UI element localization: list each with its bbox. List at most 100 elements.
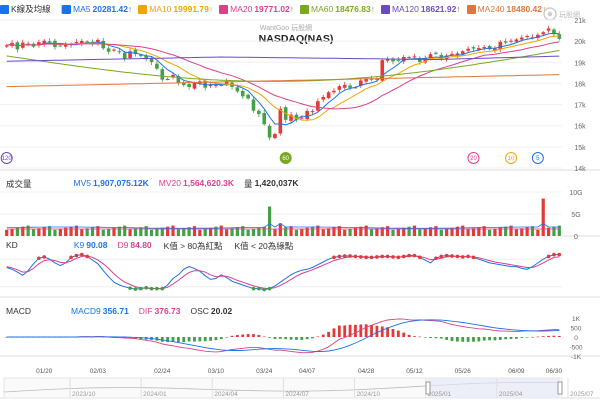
volume-bar [348,228,352,236]
candle-body [149,58,154,63]
candle-body [128,51,132,58]
legend-item-ma60[interactable]: MA60 18476.83↑ [300,4,375,14]
ma-marker[interactable] [467,152,480,164]
x-tick: 01/20 [36,368,53,375]
osc-bar [488,337,491,341]
osc-bar [311,337,314,339]
volume-bar [48,226,52,236]
volume-bar [289,226,293,236]
candle-body [37,42,41,46]
period-label: 2025/07 [570,391,594,398]
kd-high-dot [369,255,374,260]
kd-high-dot [358,255,363,259]
volume-bar [536,229,540,236]
legend-item-ma240[interactable]: MA240 18480.42↑ [466,4,546,14]
volume-bar [396,228,400,236]
kd-lines [6,252,562,292]
mv20-label: MV20 [158,178,181,188]
checkbox-icon[interactable] [300,4,310,14]
candle-body [418,57,422,62]
osc-bar [391,328,395,337]
volume-bar [182,228,186,236]
kd-high-dot [391,255,395,259]
kd-high-dot [364,255,368,260]
kd-high-dot [353,254,358,259]
volume-bar [15,227,20,236]
kd-high-dot [450,254,454,258]
checkbox-icon[interactable] [219,4,229,14]
volume-bar [187,227,191,236]
navigator-handle[interactable] [425,381,431,395]
volume-bar [37,228,41,236]
macd-tick: 0 [574,335,578,342]
range-navigator[interactable]: 2023/10 2024/01 2024/04 2024/07 2024/10 2025/… [3,377,594,399]
volume-bar [482,226,486,236]
volume-bar [128,229,132,236]
ma-lines [6,32,560,126]
volume-bar [26,225,30,236]
ma-marker[interactable] [531,152,544,164]
macd-line [6,319,560,352]
checkbox-icon[interactable] [0,4,9,14]
volume-bar [466,229,470,236]
checkbox-icon[interactable] [466,4,476,14]
osc-bar [300,337,304,340]
candle-body [358,80,363,86]
volume-bar [101,229,105,236]
kd-low-dot [257,286,261,291]
osc-bar [423,337,427,338]
osc-bar [514,337,518,339]
osc-bar [434,337,438,339]
candle-body [299,117,304,119]
x-tick: 02/24 [154,368,171,375]
volume-tick: 10G [569,190,582,197]
candle-body [96,39,100,43]
checkbox-icon[interactable] [138,4,148,14]
volume-bar [230,228,234,236]
ma-marker[interactable] [505,152,518,164]
osc-bar [413,336,416,337]
candle-body [273,133,277,139]
volume-bar [74,225,79,236]
osc-bar [466,337,470,342]
candle-body [305,110,309,120]
osc-bar [241,334,245,337]
vol-label: 量 [244,179,253,189]
volume-bar [423,228,427,236]
legend-item-ma120[interactable]: MA120 18621.92↑ [380,4,461,14]
navigator-selection[interactable] [428,378,560,398]
legend-kline[interactable]: K線及均線 [0,3,51,15]
volume-bar [402,227,406,236]
volume-bar [434,226,438,236]
volume-bar [546,227,551,236]
ma-marker-label: 120 [2,156,13,162]
volume-bar [123,225,127,236]
checkbox-icon[interactable] [62,4,71,14]
candle-body [165,78,170,80]
candle-body [224,81,229,84]
legend-item-ma10[interactable]: MA10 19991.79↑ [138,4,213,14]
osc-bar [520,337,524,338]
volume-bar [294,229,299,236]
kd-low-dot [149,286,154,291]
volume-bar [139,227,143,236]
checkbox-icon[interactable] [380,4,390,14]
navigator-handle[interactable] [557,381,563,395]
kd-high-dot [85,254,89,259]
legend-value: 19991.79↑ [173,4,214,14]
volume-bar [407,226,411,236]
ma-marker[interactable] [0,152,13,164]
volume-bar [487,229,492,236]
ma-marker[interactable] [279,152,292,164]
candle-body [251,99,256,111]
legend-item-ma20[interactable]: MA20 19771.02↑ [219,4,294,14]
candle-body [235,87,240,92]
candle-body [546,28,551,31]
macd-value: 356.71 [102,306,129,316]
candle-body [106,48,111,52]
volume-tick: 0 [574,234,578,241]
price-tick: 16k [574,124,586,131]
legend-item-ma5[interactable]: MA5 20281.42↑ [62,4,132,14]
volume-bar [203,228,207,236]
volume-bar [477,227,481,236]
